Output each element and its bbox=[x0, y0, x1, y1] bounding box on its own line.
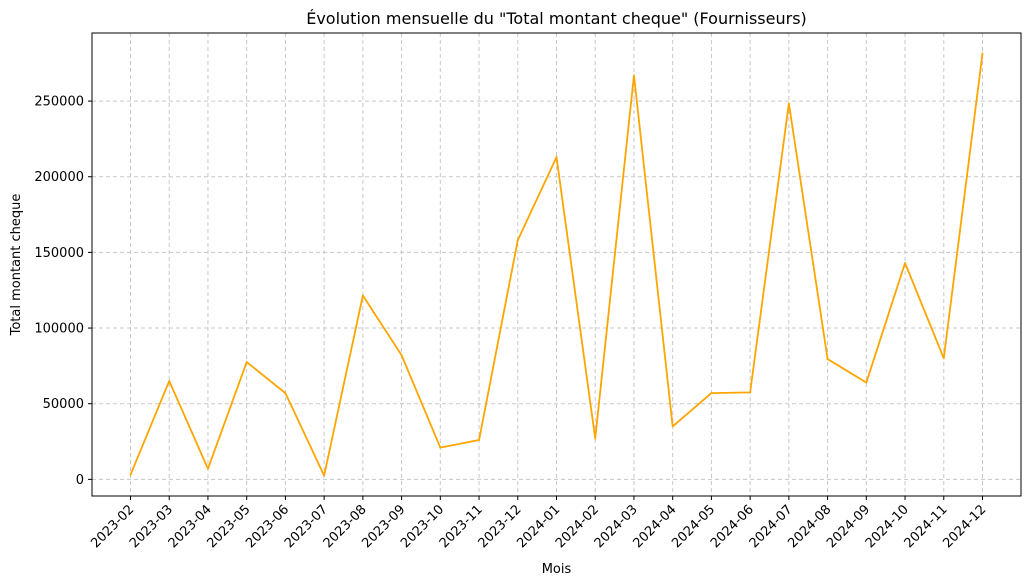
data-point bbox=[129, 473, 132, 476]
data-point bbox=[749, 391, 752, 394]
data-point bbox=[400, 354, 403, 357]
data-point bbox=[787, 102, 790, 105]
data-point bbox=[478, 439, 480, 441]
data-point bbox=[284, 392, 287, 395]
data-point bbox=[168, 380, 171, 382]
data-point bbox=[633, 74, 635, 77]
data-point bbox=[516, 239, 519, 242]
data-point bbox=[207, 467, 209, 470]
y-tick-label: 250000 bbox=[34, 95, 84, 110]
y-axis-title: Total montant cheque bbox=[9, 194, 24, 337]
x-tick-label: 2024-12 bbox=[940, 502, 989, 551]
grid bbox=[92, 33, 1021, 496]
y-tick-label: 0 bbox=[76, 473, 84, 488]
data-point bbox=[865, 381, 868, 384]
x-axis: 2023-022023-032023-042023-052023-062023-… bbox=[88, 496, 989, 551]
data-point bbox=[904, 262, 906, 264]
data-point bbox=[555, 156, 558, 158]
data-point bbox=[671, 425, 674, 428]
y-tick-label: 100000 bbox=[34, 322, 84, 337]
data-point bbox=[361, 294, 364, 297]
data-point bbox=[594, 437, 597, 440]
data-point bbox=[710, 392, 713, 395]
data-point bbox=[323, 474, 326, 477]
x-axis-title: Mois bbox=[542, 562, 572, 577]
y-tick-label: 50000 bbox=[43, 397, 84, 412]
series-layer bbox=[129, 52, 984, 477]
y-axis: 0 50000 100000 150000 200000 250000 bbox=[34, 95, 92, 488]
data-point bbox=[245, 361, 248, 363]
y-tick-label: 150000 bbox=[34, 246, 84, 261]
data-point bbox=[439, 446, 442, 449]
y-tick-label: 200000 bbox=[34, 170, 84, 185]
data-point bbox=[981, 52, 984, 55]
data-point bbox=[826, 358, 829, 360]
data-point bbox=[942, 357, 945, 360]
chart-title: Évolution mensuelle du "Total montant ch… bbox=[306, 9, 807, 28]
